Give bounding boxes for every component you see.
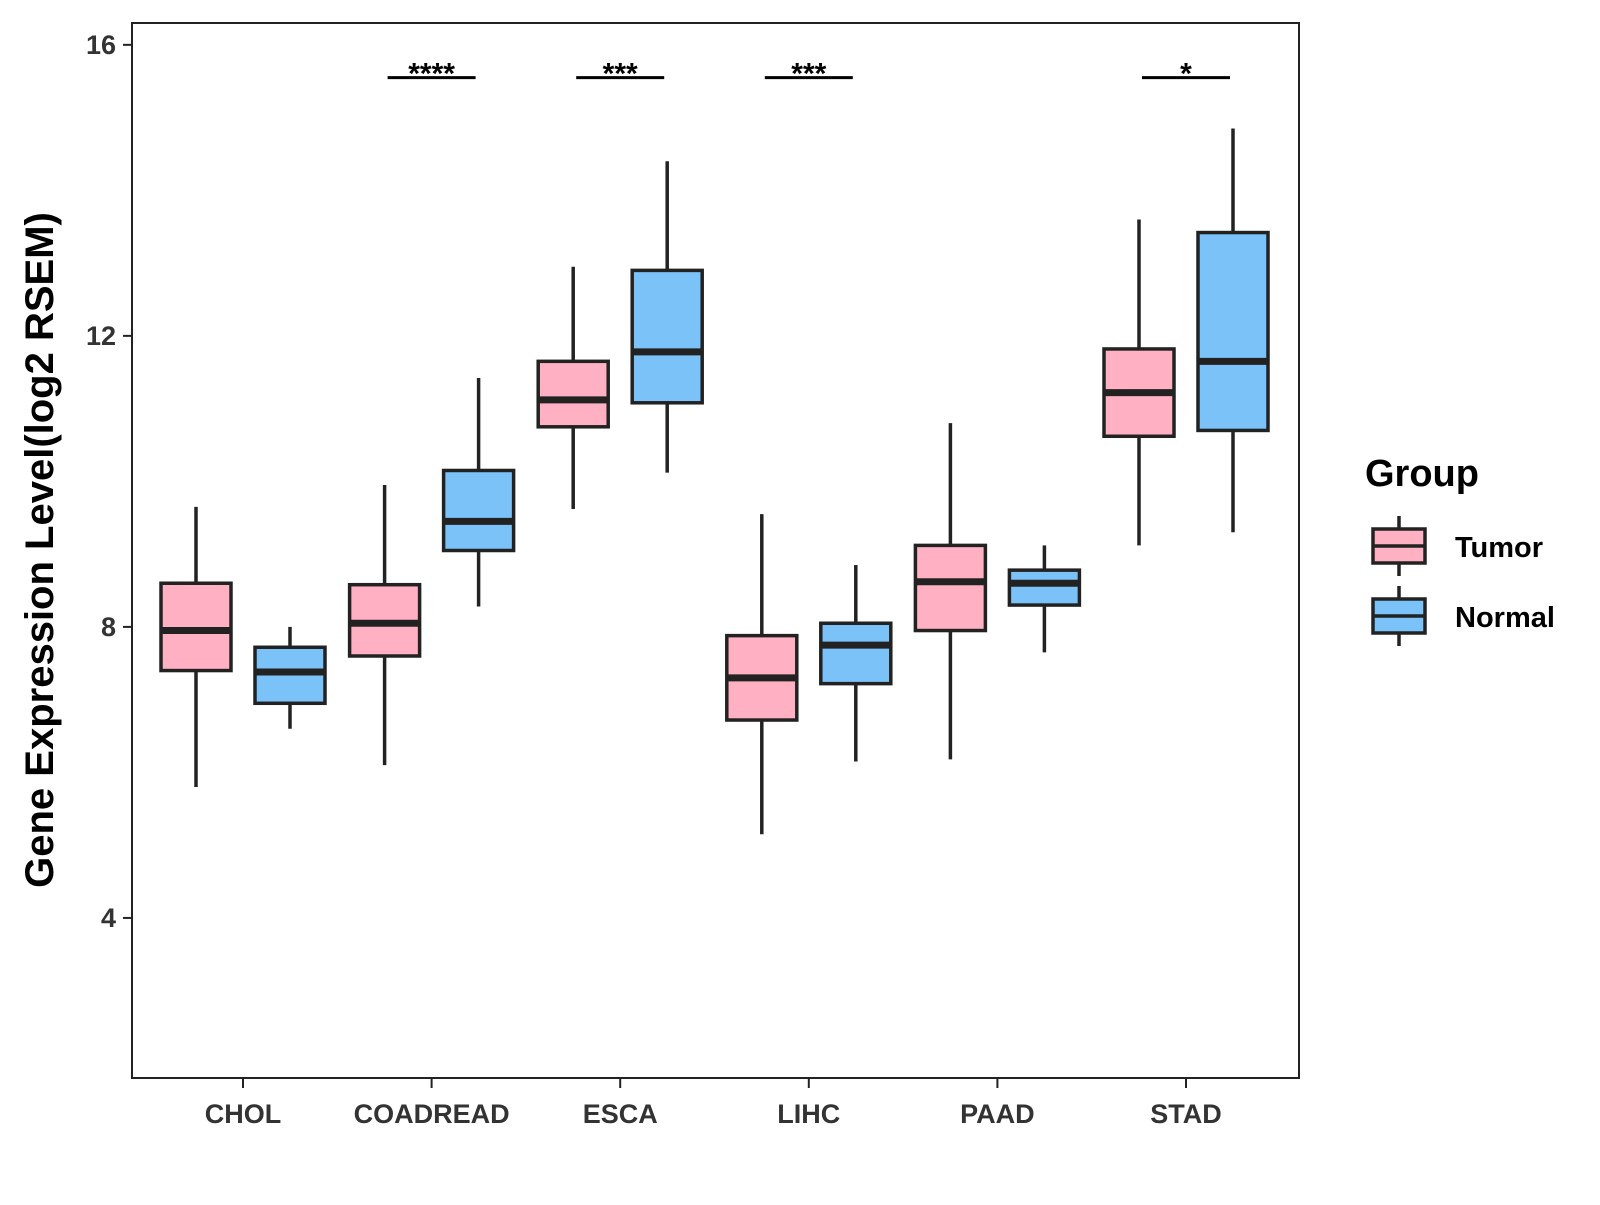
boxes-layer bbox=[159, 128, 1270, 835]
box-body bbox=[630, 268, 704, 405]
significance-stad: * bbox=[1142, 58, 1230, 91]
box-tumor-lihc bbox=[725, 514, 799, 835]
box-body bbox=[913, 543, 988, 633]
x-tick-label-chol: CHOL bbox=[205, 1099, 282, 1129]
x-tick-label-esca: ESCA bbox=[583, 1099, 658, 1129]
significance-esca: *** bbox=[576, 58, 665, 91]
plot-panel-border bbox=[131, 22, 1300, 1079]
significance-stars: **** bbox=[408, 58, 455, 91]
y-tick-label-4: 4 bbox=[101, 903, 116, 933]
box-normal-paad bbox=[1007, 545, 1082, 653]
box-normal-esca bbox=[630, 161, 704, 473]
significance-stars: * bbox=[1180, 58, 1192, 91]
legend-item-tumor: Tumor bbox=[1371, 516, 1543, 576]
box-normal-stad bbox=[1196, 128, 1270, 533]
x-tick-label-coadread: COADREAD bbox=[354, 1099, 510, 1129]
legend-label-tumor: Tumor bbox=[1455, 532, 1543, 564]
box-normal-chol bbox=[253, 626, 327, 729]
legend-key-tumor bbox=[1371, 516, 1427, 576]
x-tick-label-lihc: LIHC bbox=[777, 1099, 840, 1129]
y-tick-label-8: 8 bbox=[101, 612, 116, 642]
box-tumor-coadread bbox=[347, 485, 422, 766]
x-tick-label-paad: PAAD bbox=[960, 1099, 1035, 1129]
significance-lihc: *** bbox=[764, 58, 853, 91]
x-tick-label-stad: STAD bbox=[1150, 1099, 1222, 1129]
box-tumor-paad bbox=[913, 423, 988, 760]
legend-label-normal: Normal bbox=[1455, 602, 1555, 634]
box-tumor-stad bbox=[1102, 219, 1176, 546]
box-body bbox=[819, 621, 893, 686]
y-tick-label-12: 12 bbox=[86, 321, 116, 351]
significance-layer: **** *** *** * bbox=[387, 58, 1230, 91]
legend-key-normal bbox=[1371, 586, 1427, 646]
box-normal-lihc bbox=[819, 565, 893, 762]
box-tumor-esca bbox=[536, 266, 610, 510]
box-body bbox=[441, 468, 516, 553]
significance-stars: *** bbox=[791, 58, 826, 91]
legend: Group Tumor Normal bbox=[1365, 453, 1555, 646]
box-tumor-chol bbox=[159, 506, 233, 787]
y-axis-title: Gene Expression Level(log2 RSEM) bbox=[18, 212, 62, 888]
significance-coadread: **** bbox=[387, 58, 476, 91]
y-axis: 4 8 12 16 bbox=[86, 30, 132, 933]
box-body bbox=[159, 581, 233, 673]
box-normal-coadread bbox=[441, 378, 516, 607]
box-body bbox=[536, 359, 610, 429]
x-axis: CHOL COADREAD ESCA LIHC PAAD STAD bbox=[205, 1078, 1222, 1129]
y-tick-label-16: 16 bbox=[86, 30, 116, 60]
significance-stars: *** bbox=[603, 58, 638, 91]
legend-item-normal: Normal bbox=[1371, 586, 1555, 646]
legend-title: Group bbox=[1365, 453, 1479, 495]
box-body bbox=[1007, 568, 1082, 607]
box-body bbox=[1196, 230, 1270, 433]
